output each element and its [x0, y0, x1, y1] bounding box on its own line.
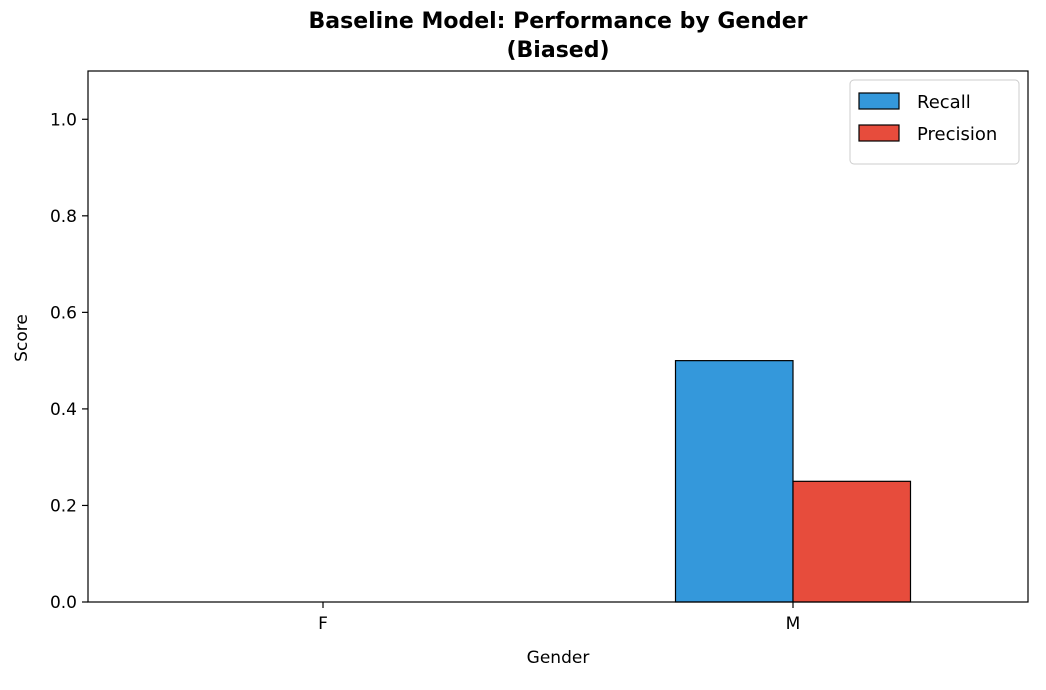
plot-area-frame [87, 70, 1029, 603]
y-tick-label: 0.6 [50, 303, 77, 323]
y-axis-ticks: 0.0 0.2 0.4 0.6 0.8 1.0 [50, 110, 88, 613]
legend: Recall Precision [849, 79, 1020, 165]
y-tick-label: 0.0 [50, 593, 77, 613]
bars [674, 360, 912, 603]
y-tick-label: 0.4 [50, 400, 77, 420]
chart-title: Baseline Model: Performance by Gender (B… [308, 9, 807, 63]
y-tick-label: 1.0 [50, 110, 77, 130]
bar-precision-m [792, 480, 912, 603]
bar-recall-m [674, 360, 794, 603]
y-axis-label: Score [12, 314, 32, 362]
chart-title-line-1: Baseline Model: Performance by Gender [308, 9, 807, 34]
legend-label-precision: Precision [917, 124, 997, 145]
x-axis-label: Gender [527, 648, 590, 668]
legend-label-recall: Recall [917, 92, 971, 113]
x-tick-label: M [786, 614, 801, 634]
legend-swatch-precision [858, 124, 900, 142]
y-tick-label: 0.8 [50, 207, 77, 227]
chart-title-line-2: (Biased) [506, 38, 609, 63]
x-tick-label: F [318, 614, 328, 634]
legend-swatch-recall [858, 92, 900, 110]
y-tick-label: 0.2 [50, 496, 77, 516]
